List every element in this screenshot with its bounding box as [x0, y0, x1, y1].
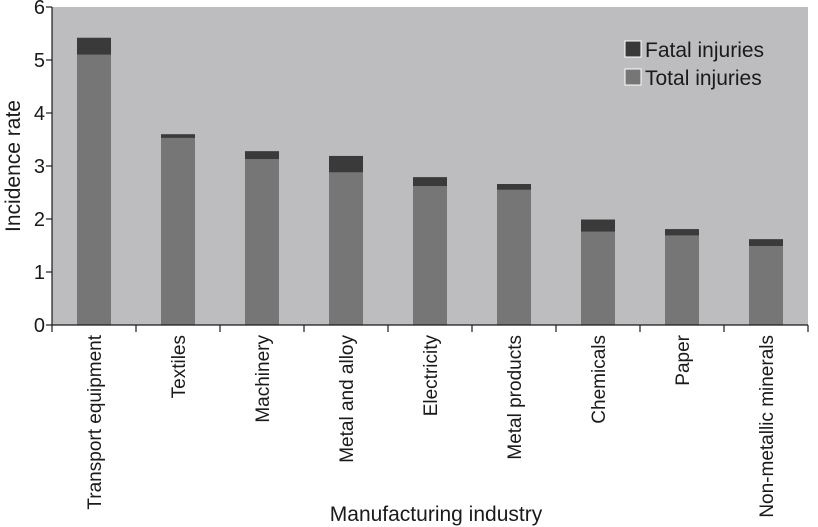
bar-total-metal-and-alloy [329, 172, 363, 325]
x-category-label: Electricity [421, 335, 442, 417]
bar-fatal-metal-products [497, 184, 531, 190]
bar-total-non-metallic-minerals [749, 246, 783, 325]
x-category-label: Machinery [253, 335, 274, 423]
x-axis-title: Manufacturing industry [330, 503, 543, 526]
y-tick-label: 1 [34, 262, 45, 284]
bar-total-paper [665, 235, 699, 325]
bar-fatal-machinery [245, 151, 279, 160]
x-category-label: Textiles [169, 335, 190, 398]
bar-fatal-non-metallic-minerals [749, 239, 783, 247]
y-tick-label: 4 [34, 103, 45, 125]
legend-label-fatal-injuries: Fatal injuries [645, 39, 764, 62]
bar-fatal-textiles [161, 134, 195, 138]
x-category-label: Non-metallic minerals [757, 335, 778, 518]
bar-total-electricity [413, 186, 447, 325]
bar-total-machinery [245, 159, 279, 325]
legend-label-total-injuries: Total injuries [645, 67, 762, 90]
y-tick-labels: 0 1 2 3 4 5 6 [34, 0, 45, 337]
bar-total-transport-equipment [77, 54, 111, 325]
x-category-labels: Transport equipment Textiles Machinery Meta… [85, 334, 778, 517]
y-tick-label: 5 [34, 50, 45, 72]
bar-total-chemicals [581, 231, 615, 325]
y-axis-title: Incidence rate [2, 100, 25, 232]
x-category-label: Chemicals [589, 335, 610, 424]
bar-fatal-transport-equipment [77, 37, 111, 55]
bar-fatal-paper [665, 229, 699, 236]
axes-group [46, 6, 809, 332]
legend-swatch-total-injuries [624, 68, 642, 86]
bar-fatal-chemicals [581, 219, 615, 232]
x-category-label: Metal and alloy [337, 335, 358, 463]
bar-total-metal-products [497, 189, 531, 325]
bar-total-textiles [161, 137, 195, 325]
bars-group [77, 37, 783, 325]
x-category-label: Paper [673, 334, 694, 385]
bar-fatal-electricity [413, 177, 447, 187]
legend: Fatal injuries Total injuries [624, 39, 764, 90]
y-tick-label: 3 [34, 156, 45, 178]
y-tick-label: 0 [34, 315, 45, 337]
y-tick-label: 2 [34, 209, 45, 231]
x-category-label: Metal products [505, 335, 526, 460]
bar-fatal-metal-and-alloy [329, 155, 363, 173]
y-tick-label: 6 [34, 0, 45, 19]
x-category-label: Transport equipment [85, 334, 106, 509]
legend-swatch-fatal-injuries [624, 40, 642, 58]
